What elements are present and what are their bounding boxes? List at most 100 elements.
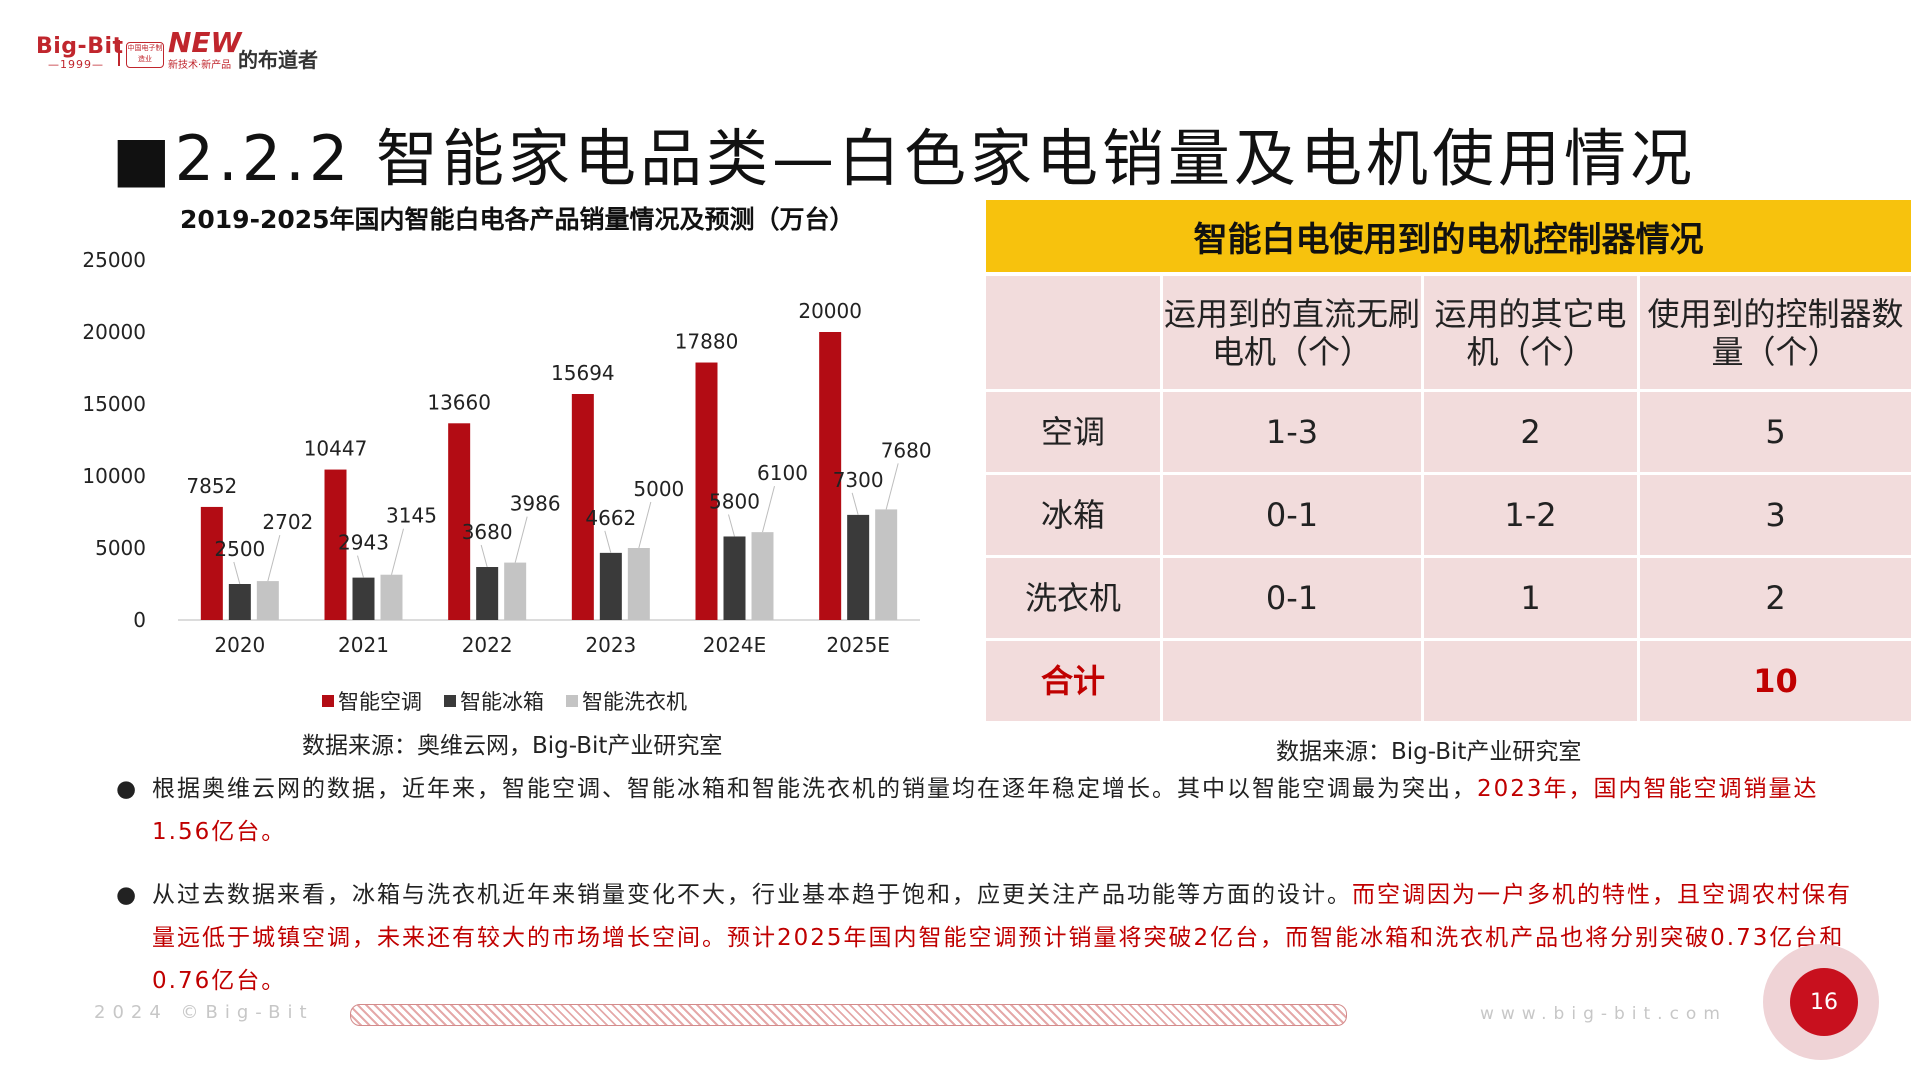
label-leader-line — [851, 492, 859, 516]
y-tick-label: 15000 — [82, 392, 146, 416]
label-leader-line — [480, 544, 488, 568]
legend-label-fridge: 智能冰箱 — [460, 690, 544, 714]
table-header-cell: 使用到的控制器数量（个） — [1640, 276, 1911, 389]
bar-ac — [571, 394, 594, 620]
chart-legend: 智能空调 智能冰箱 智能洗衣机 — [322, 686, 687, 716]
bar-washer — [627, 548, 650, 620]
table-header-cell — [986, 276, 1160, 389]
bar-fridge — [228, 584, 251, 620]
logo-text: Big-Bit — [36, 34, 124, 59]
label-leader-line — [357, 555, 364, 578]
y-tick-label: 10000 — [82, 464, 146, 488]
x-tick-label: 2023 — [585, 633, 636, 657]
bar-washer — [256, 581, 279, 620]
y-tick-label: 20000 — [82, 320, 146, 344]
table-row: 冰箱 0-1 1-2 3 — [986, 475, 1911, 555]
footer-hatch-bar — [350, 1004, 1347, 1026]
label-leader-line — [514, 516, 528, 563]
label-leader-line — [391, 528, 404, 575]
table-cell: 2 — [1640, 558, 1911, 638]
data-label: 5800 — [709, 489, 760, 513]
chart-title: 2019-2025年国内智能白电各产品销量情况及预测（万台） — [180, 205, 855, 234]
bar-chart: 25000 20000 15000 10000 5000 0 7852 2500 2702 202… — [82, 248, 932, 657]
bullet-1-text: 根据奥维云网的数据，近年来，智能空调、智能冰箱和智能洗衣机的销量均在逐年稳定增长… — [152, 776, 1477, 802]
data-label: 3680 — [462, 520, 513, 544]
data-label: 7852 — [186, 474, 237, 498]
label-leader-line — [762, 486, 775, 533]
y-tick-label: 25000 — [82, 248, 146, 272]
table-cell: 1-2 — [1424, 475, 1637, 555]
label-leader-line — [728, 514, 735, 537]
label-leader-line — [638, 501, 652, 549]
table-header-row: 运用到的直流无刷电机（个） 运用的其它电机（个） 使用到的控制器数量（个） — [986, 276, 1911, 389]
bullet-dot: ● — [116, 776, 139, 802]
table-header-cell: 运用到的直流无刷电机（个） — [1163, 276, 1421, 389]
new-logo-subtitle: 新技术·新产品 — [168, 60, 232, 71]
table-cell: 3 — [1640, 475, 1911, 555]
table-row: 空调 1-3 2 5 — [986, 392, 1911, 472]
x-tick-label: 2022 — [462, 633, 513, 657]
data-label: 7680 — [881, 438, 932, 462]
bar-washer — [380, 574, 403, 620]
table-total-row: 合计 10 — [986, 641, 1911, 721]
legend-item-washer: 智能洗衣机 — [566, 686, 687, 716]
slide-title: ■2.2.2 智能家电品类—白色家电销量及电机使用情况 — [112, 122, 1697, 195]
table-cell: 冰箱 — [986, 475, 1160, 555]
brand-name: 的布道者 — [238, 48, 318, 72]
table-cell: 洗衣机 — [986, 558, 1160, 638]
bar-washer — [751, 532, 774, 620]
bar-ac — [324, 469, 347, 620]
x-tick-label: 2024E — [703, 633, 767, 657]
data-label: 5000 — [633, 477, 684, 501]
motor-controller-table: 智能白电使用到的电机控制器情况 运用到的直流无刷电机（个） 运用的其它电机（个）… — [986, 200, 1911, 724]
legend-label-ac: 智能空调 — [338, 690, 422, 714]
data-label: 4662 — [585, 506, 636, 530]
data-label: 15694 — [551, 361, 615, 385]
legend-label-washer: 智能洗衣机 — [582, 690, 687, 714]
data-label: 17880 — [675, 330, 739, 354]
data-label: 6100 — [757, 461, 808, 485]
bar-fridge — [847, 514, 870, 620]
table-cell: 0-1 — [1163, 475, 1421, 555]
data-label: 3145 — [386, 504, 437, 528]
table-cell: 2 — [1424, 392, 1637, 472]
bar-fridge — [599, 552, 622, 620]
bar-fridge — [476, 567, 499, 620]
data-label: 2702 — [262, 510, 313, 534]
label-leader-line — [267, 534, 281, 582]
table-cell — [1163, 641, 1421, 721]
bullet-2: ● 从过去数据来看，冰箱与洗衣机近年来销量变化不大，行业基本趋于饱和，应更关注产… — [116, 874, 1856, 1003]
y-tick-label: 0 — [133, 608, 146, 632]
x-tick-label: 2025E — [826, 633, 890, 657]
y-tick-label: 5000 — [95, 536, 146, 560]
bullet-2-text: 从过去数据来看，冰箱与洗衣机近年来销量变化不大，行业基本趋于饱和，应更关注产品功… — [152, 882, 1352, 908]
chart-source: 数据来源：奥维云网，Big-Bit产业研究室 — [302, 733, 723, 759]
footer-copyright: 2024 ©Big-Bit — [94, 1002, 314, 1023]
bar-ac — [448, 423, 471, 620]
legend-swatch-fridge — [444, 695, 456, 707]
table-title: 智能白电使用到的电机控制器情况 — [986, 200, 1911, 272]
label-leader-line — [604, 530, 612, 553]
bar-fridge — [723, 536, 746, 620]
new-logo: NEW — [168, 26, 242, 59]
data-label: 10447 — [304, 437, 368, 461]
bar-fridge — [352, 577, 375, 620]
table-cell: 空调 — [986, 392, 1160, 472]
label-leader-line — [233, 561, 241, 585]
bar-washer — [875, 509, 898, 620]
bar-ac — [695, 362, 718, 620]
bullet-1: ● 根据奥维云网的数据，近年来，智能空调、智能冰箱和智能洗衣机的销量均在逐年稳定… — [116, 768, 1856, 854]
x-tick-label: 2020 — [214, 633, 265, 657]
label-leader-line — [885, 463, 899, 510]
legend-swatch-ac — [322, 695, 334, 707]
total-value: 10 — [1640, 641, 1911, 721]
legend-swatch-washer — [566, 695, 578, 707]
table-source: 数据来源：Big-Bit产业研究室 — [1276, 739, 1582, 765]
data-label: 7300 — [833, 468, 884, 492]
table-row: 洗衣机 0-1 1 2 — [986, 558, 1911, 638]
total-label: 合计 — [986, 641, 1160, 721]
logo-divider — [118, 40, 120, 66]
x-tick-label: 2021 — [338, 633, 389, 657]
bar-ac — [200, 506, 223, 620]
table-cell: 1-3 — [1163, 392, 1421, 472]
